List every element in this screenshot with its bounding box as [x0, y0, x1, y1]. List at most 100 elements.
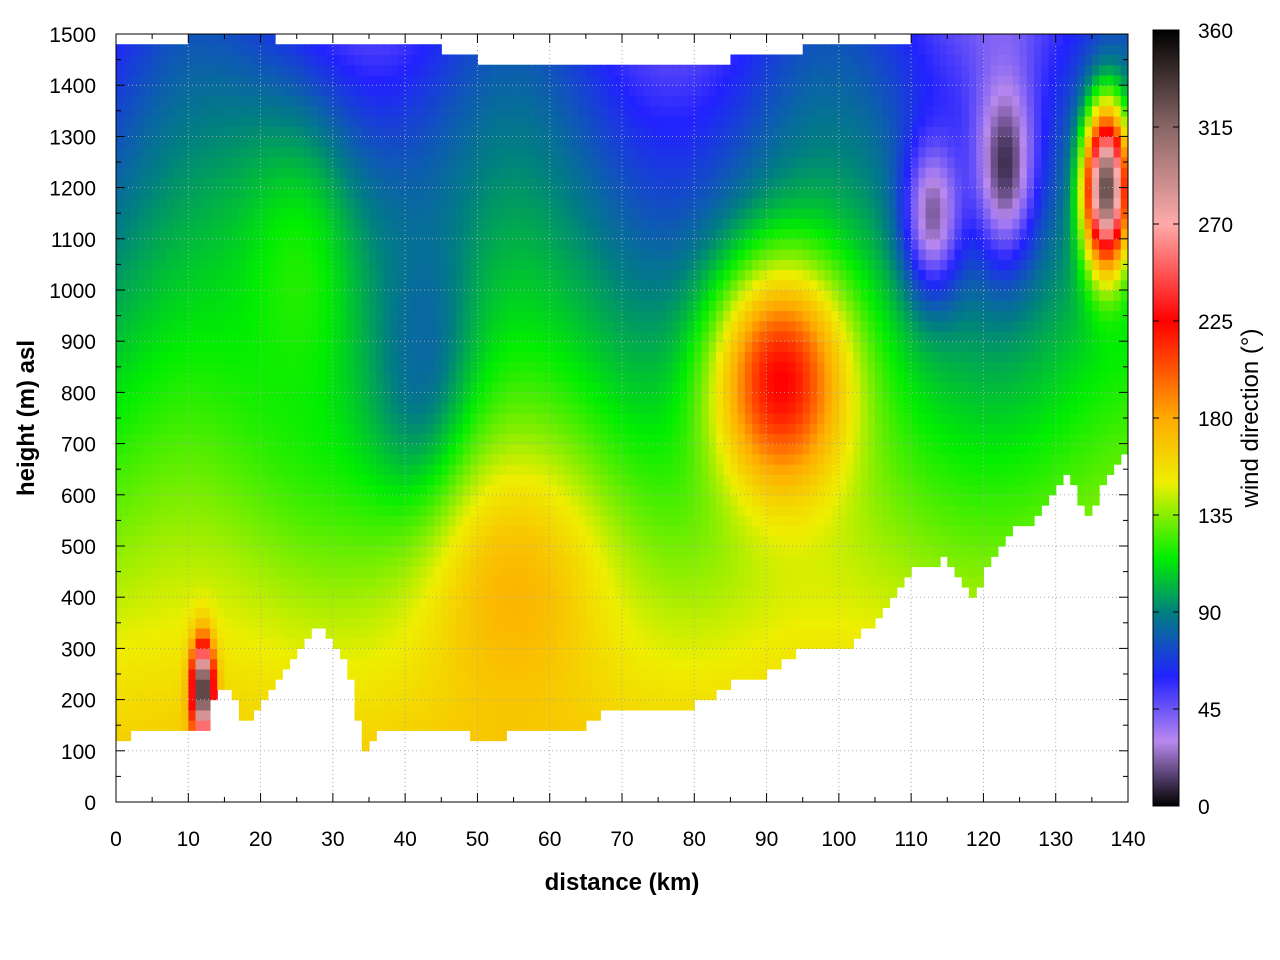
heatmap-cell	[116, 505, 124, 516]
heatmap-cell	[347, 259, 356, 271]
heatmap-cell	[607, 597, 616, 609]
heatmap-cell	[123, 44, 132, 56]
heatmap-cell	[636, 126, 645, 137]
heatmap-cell	[267, 146, 276, 158]
heatmap-cell	[556, 136, 565, 148]
heatmap-cell	[405, 74, 413, 86]
heatmap-cell	[614, 361, 623, 373]
heatmap-cell	[137, 494, 146, 506]
heatmap-cell	[390, 720, 399, 731]
heatmap-cell	[513, 423, 522, 434]
heatmap-cell	[188, 115, 197, 127]
heatmap-cell	[470, 361, 479, 373]
heatmap-cell	[246, 474, 254, 486]
heatmap-cell	[412, 126, 421, 137]
heatmap-cell	[513, 371, 522, 383]
heatmap-cell	[116, 146, 124, 158]
heatmap-cell	[246, 412, 254, 424]
heatmap-cell	[144, 126, 153, 137]
heatmap-cell	[405, 44, 413, 56]
heatmap-cell	[650, 197, 659, 209]
heatmap-cell	[477, 269, 486, 281]
heatmap-cell	[195, 310, 204, 322]
heatmap-cell	[426, 300, 435, 312]
heatmap-cell	[629, 341, 638, 353]
heatmap-cell	[144, 484, 153, 496]
heatmap-cell	[390, 320, 399, 332]
heatmap-cell	[585, 453, 594, 465]
heatmap-cell	[434, 464, 442, 475]
heatmap-cell	[253, 54, 262, 66]
heatmap-cell	[585, 412, 594, 424]
heatmap-cell	[477, 484, 486, 496]
heatmap-cell	[585, 156, 594, 168]
heatmap-cell	[166, 371, 175, 383]
heatmap-cell	[376, 64, 385, 76]
heatmap-cell	[246, 208, 254, 219]
heatmap-cell	[448, 638, 457, 649]
heatmap-cell	[593, 167, 601, 178]
heatmap-cell	[282, 464, 291, 475]
heatmap-cell	[462, 627, 471, 639]
heatmap-cell	[528, 290, 536, 301]
heatmap-cell	[347, 494, 356, 506]
heatmap-cell	[253, 95, 262, 107]
heatmap-cell	[369, 64, 377, 76]
heatmap-cell	[571, 494, 580, 506]
heatmap-cell	[238, 105, 247, 117]
heatmap-cell	[260, 535, 269, 547]
heatmap-cell	[600, 546, 609, 557]
heatmap-cell	[390, 464, 399, 475]
heatmap-cell	[412, 105, 421, 117]
heatmap-cell	[224, 576, 233, 588]
heatmap-cell	[412, 44, 421, 56]
heatmap-cell	[405, 156, 413, 168]
heatmap-cell	[412, 638, 421, 649]
heatmap-cell	[643, 115, 652, 127]
heatmap-cell	[629, 74, 638, 86]
heatmap-cell	[325, 279, 334, 291]
heatmap-cell	[470, 423, 479, 434]
heatmap-cell	[419, 320, 428, 332]
heatmap-cell	[231, 627, 240, 639]
heatmap-cell	[224, 126, 233, 137]
heatmap-cell	[600, 474, 609, 486]
heatmap-cell	[267, 177, 276, 189]
heatmap-cell	[448, 330, 457, 342]
heatmap-cell	[209, 617, 218, 629]
heatmap-cell	[173, 156, 182, 168]
heatmap-cell	[267, 576, 276, 588]
heatmap-cell	[275, 156, 283, 168]
heatmap-cell	[441, 453, 450, 465]
heatmap-cell	[470, 453, 479, 465]
heatmap-cell	[397, 689, 406, 701]
heatmap-cell	[549, 617, 558, 629]
heatmap-cell	[426, 679, 435, 690]
heatmap-cell	[643, 617, 652, 629]
heatmap-cell	[462, 238, 471, 250]
heatmap-cell	[369, 146, 377, 158]
heatmap-cell	[152, 300, 160, 312]
heatmap-cell	[159, 126, 168, 137]
heatmap-cell	[665, 238, 674, 250]
heatmap-cell	[202, 136, 211, 148]
heatmap-cell	[629, 484, 638, 496]
heatmap-cell	[405, 709, 413, 721]
heatmap-cell	[303, 54, 312, 66]
heatmap-cell	[397, 627, 406, 639]
heatmap-cell	[470, 228, 479, 240]
heatmap-cell	[383, 484, 392, 496]
heatmap-cell	[173, 402, 182, 414]
heatmap-cell	[325, 290, 334, 301]
heatmap-cell	[426, 279, 435, 291]
heatmap-cell	[390, 423, 399, 434]
heatmap-cell	[506, 709, 515, 721]
heatmap-cell	[477, 238, 486, 250]
heatmap-cell	[130, 474, 139, 486]
heatmap-cell	[542, 300, 551, 312]
heatmap-cell	[434, 689, 442, 701]
heatmap-cell	[202, 156, 211, 168]
heatmap-cell	[390, 699, 399, 711]
heatmap-cell	[412, 433, 421, 445]
heatmap-cell	[658, 85, 666, 97]
